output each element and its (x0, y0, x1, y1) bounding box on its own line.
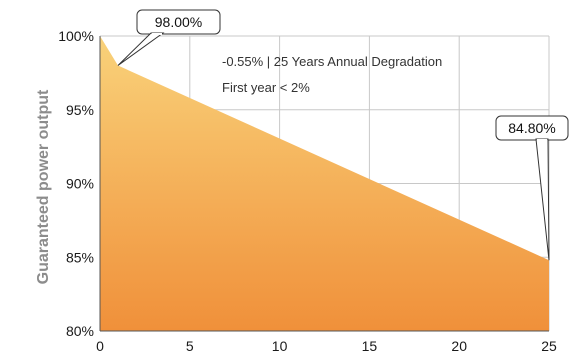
x-tick-label: 15 (362, 338, 378, 354)
degradation-annotation: -0.55% | 25 Years Annual Degradation (222, 54, 442, 69)
x-tick-label: 10 (272, 338, 288, 354)
degradation-area (100, 36, 549, 331)
axes (99, 36, 549, 332)
y-tick-label: 95% (66, 102, 94, 118)
callout-final-year: 84.80% (495, 115, 569, 141)
x-tick-label: 0 (96, 338, 104, 354)
callout-first-year: 98.00% (136, 9, 221, 35)
y-tick-label: 80% (66, 323, 94, 339)
x-tick-label: 25 (541, 338, 557, 354)
callout-final-year-box (495, 115, 569, 141)
callout-leaders (117, 32, 550, 261)
y-tick-label: 90% (66, 176, 94, 192)
tick-labels: 0 5 10 15 20 25 80% 85% 90% 95% 100% (58, 28, 557, 354)
x-tick-label: 5 (186, 338, 194, 354)
callout-final-year-label: 84.80% (508, 120, 555, 136)
callout-first-year-box (136, 9, 221, 35)
callout-final-year-pointer (535, 138, 550, 261)
y-tick-label: 85% (66, 249, 94, 265)
first-year-annotation: First year < 2% (222, 80, 310, 95)
y-axis-label: Guaranteed power output (35, 89, 52, 284)
callout-first-year-label: 98.00% (155, 14, 202, 30)
callout-first-year-pointer (117, 32, 165, 66)
x-tick-label: 20 (451, 338, 467, 354)
y-tick-label: 100% (58, 28, 94, 44)
